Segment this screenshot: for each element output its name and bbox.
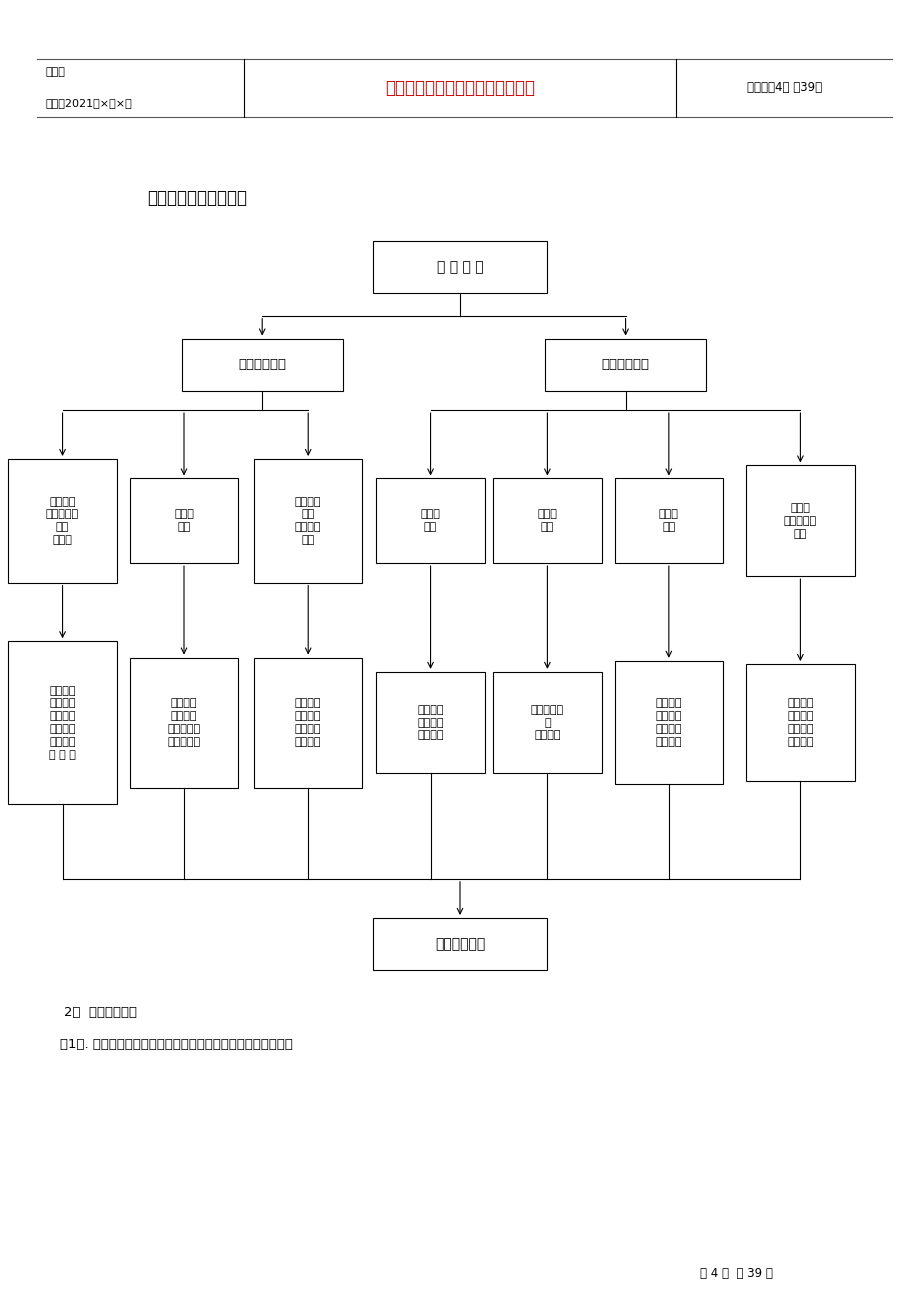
Bar (130, 478, 238, 562)
Text: 计划预算
员、内业技
术员
各１人: 计划预算 员、内业技 术员 各１人 (46, 496, 79, 546)
Bar (8, 641, 117, 803)
Bar (376, 672, 484, 773)
Bar (254, 658, 362, 788)
Text: 施工操作班组: 施工操作班组 (435, 937, 484, 950)
Text: 编号：: 编号： (46, 68, 66, 77)
Text: 项目工程部施工网络图: 项目工程部施工网络图 (147, 189, 247, 207)
Bar (130, 658, 238, 788)
Bar (254, 460, 362, 583)
Text: 第 4 页  共 39 页: 第 4 页 共 39 页 (698, 1267, 772, 1280)
Bar (372, 241, 547, 293)
Text: 质量监督
检查验收
原材料试验
及结构试验: 质量监督 检查验收 原材料试验 及结构试验 (167, 698, 200, 747)
Text: 劳工员
（兼后勤）
１人: 劳工员 （兼后勤） １人 (783, 503, 816, 539)
Text: 2、  施工生产安排: 2、 施工生产安排 (64, 1006, 137, 1019)
Text: 材料员
２人: 材料员 ２人 (420, 509, 440, 533)
Bar (182, 339, 342, 391)
Bar (614, 660, 722, 784)
Bar (372, 918, 547, 970)
Text: 项 目 经 理: 项 目 经 理 (437, 260, 482, 273)
Bar (493, 478, 601, 562)
Text: 项目施工负责: 项目施工负责 (601, 358, 649, 371)
Text: 时间：2021年×月×日: 时间：2021年×月×日 (46, 99, 132, 108)
Bar (376, 478, 484, 562)
Text: 劳务管理
食堂管理
现场卫生
保卫管理: 劳务管理 食堂管理 现场卫生 保卫管理 (787, 698, 812, 747)
Text: 页码：第4页 共39页: 页码：第4页 共39页 (746, 82, 821, 94)
Text: 设备供应管
理
维护保养: 设备供应管 理 维护保养 (530, 704, 563, 741)
Text: （1）. 基础、主体部分、屋面及防水由项目部承担施工，砂浆、: （1）. 基础、主体部分、屋面及防水由项目部承担施工，砂浆、 (60, 1038, 292, 1051)
Bar (8, 460, 117, 583)
Text: 土建施工
５人
安装施工
３人: 土建施工 ５人 安装施工 ３人 (295, 496, 321, 546)
Bar (745, 664, 854, 781)
Text: 安全员
２人: 安全员 ２人 (658, 509, 678, 533)
Text: 组织施工
质量安全
定位放线
轴线控制: 组织施工 质量安全 定位放线 轴线控制 (295, 698, 321, 747)
Text: 设备员
２人: 设备员 ２人 (537, 509, 557, 533)
Text: 书山有路勤为径，学海无涯苦作舟: 书山有路勤为径，学海无涯苦作舟 (384, 79, 535, 96)
Text: 安全监督
安全检查
安全验收
文明施工: 安全监督 安全检查 安全验收 文明施工 (655, 698, 681, 747)
Text: 材料供应
验收管理
平面管理: 材料供应 验收管理 平面管理 (417, 704, 443, 741)
Text: 质量员
２人: 质量员 ２人 (174, 509, 194, 533)
Bar (544, 339, 706, 391)
Bar (493, 672, 601, 773)
Text: 项目技术负责: 项目技术负责 (238, 358, 286, 371)
Bar (745, 466, 854, 575)
Bar (614, 478, 722, 562)
Text: 技术管理
文件管理
档案管理
生产计划
材料计划
预 决 算: 技术管理 文件管理 档案管理 生产计划 材料计划 预 决 算 (49, 686, 76, 759)
